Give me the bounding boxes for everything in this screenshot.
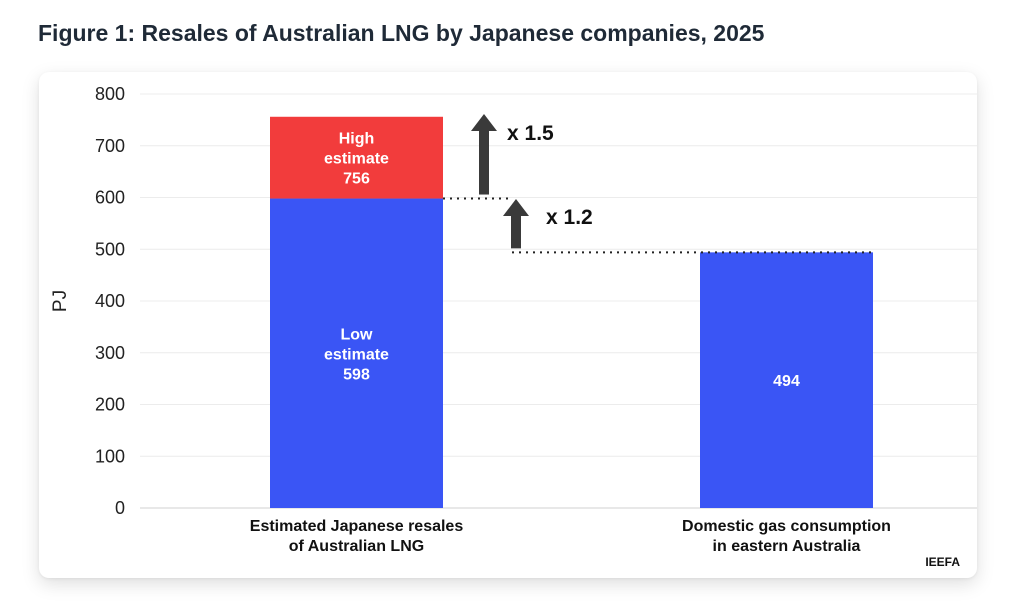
y-tick-label: 200 xyxy=(95,395,125,415)
y-tick-label: 300 xyxy=(95,343,125,363)
data-label: High xyxy=(339,131,375,148)
y-tick-label: 400 xyxy=(95,291,125,311)
x-category-label: of Australian LNG xyxy=(289,538,424,555)
bar-0-segment-1 xyxy=(270,116,443,199)
bar-0-segment-0 xyxy=(270,198,443,508)
data-label: estimate xyxy=(324,151,389,168)
y-tick-label: 600 xyxy=(95,188,125,208)
data-label: 598 xyxy=(343,366,370,383)
data-label: 494 xyxy=(773,373,800,390)
x-category-label: Estimated Japanese resales xyxy=(250,518,464,535)
chart-card: 0 100 200 300 400 500 600 700 800 PJ Low estimate 59… xyxy=(39,72,977,578)
y-tick-label: 100 xyxy=(95,446,125,466)
arrow-up-icon-2-head xyxy=(503,199,529,216)
x-category-label: Domestic gas consumption xyxy=(682,518,891,535)
page-title: Figure 1: Resales of Australian LNG by J… xyxy=(38,20,765,46)
bar-1-segment-0 xyxy=(700,252,873,508)
data-label: Low xyxy=(341,326,374,343)
annotation-label: x 1.5 xyxy=(507,122,554,145)
arrow-up-icon-2-shaft xyxy=(511,216,521,249)
source-label: IEEFA xyxy=(925,555,960,569)
annotation-label: x 1.2 xyxy=(546,206,593,229)
arrow-up-icon-1-shaft xyxy=(479,131,489,195)
data-label: 756 xyxy=(343,171,370,188)
y-tick-label: 700 xyxy=(95,136,125,156)
y-axis-label: PJ xyxy=(50,290,71,312)
x-category-label: in eastern Australia xyxy=(713,538,861,555)
data-label: estimate xyxy=(324,346,389,363)
chart-svg: 0 100 200 300 400 500 600 700 800 PJ Low estimate 59… xyxy=(50,84,977,569)
y-tick-label: 0 xyxy=(115,498,125,518)
y-tick-label: 500 xyxy=(95,239,125,259)
arrow-up-icon-1-head xyxy=(471,114,497,131)
y-tick-label: 800 xyxy=(95,84,125,104)
